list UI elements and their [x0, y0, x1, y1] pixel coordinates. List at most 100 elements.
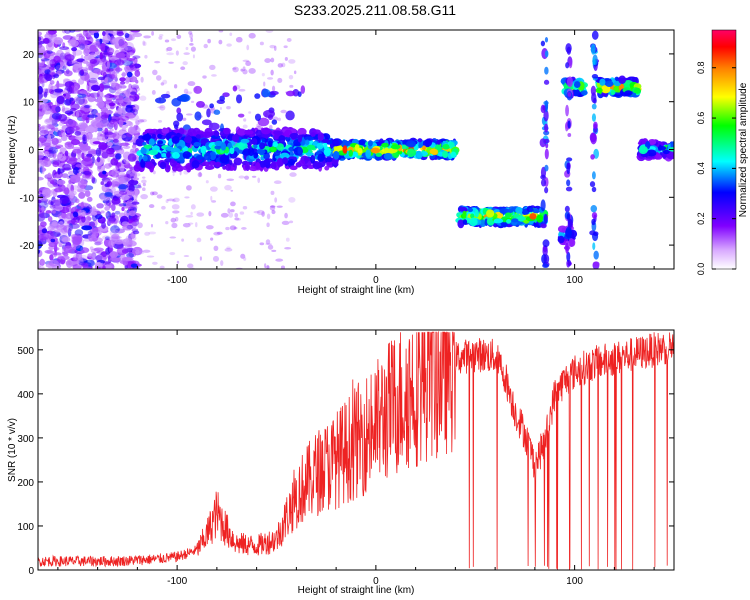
spectrogram-cell — [263, 109, 275, 118]
spectrogram-cell — [254, 93, 261, 99]
spectrogram-cell — [567, 259, 572, 267]
spectrogram-cell — [272, 141, 278, 147]
spectrogram-cell — [565, 104, 569, 117]
spectrogram-cell — [65, 260, 72, 266]
spectrogram-cell — [49, 254, 54, 261]
spectrogram-cell — [143, 35, 151, 39]
spectrogram-cell — [114, 59, 125, 66]
spectrogram-cell — [323, 147, 331, 157]
spectrogram-cell — [38, 67, 42, 74]
spectrogram-cell — [92, 141, 101, 145]
spectrogram-cell — [610, 89, 616, 95]
spectrogram-cell — [178, 127, 185, 135]
spectrogram-cell — [139, 250, 145, 255]
colorbar-ticks: 0.0 0.2 0.4 0.6 0.8 — [696, 61, 736, 275]
spectrogram-cell — [104, 206, 110, 211]
spectrogram-cell — [76, 188, 83, 193]
spectrogram-cell — [595, 87, 603, 94]
spectrogram-cell — [416, 152, 423, 158]
spectrogram-cell — [543, 254, 550, 264]
colorbar-gradient — [711, 29, 737, 270]
spectrogram-cell — [176, 260, 180, 264]
spectrogram-cell — [217, 173, 222, 179]
spectrogram-y-ticks: -20 -10 0 10 20 — [20, 50, 674, 252]
spectrogram-cell — [102, 265, 106, 269]
spectrogram-cell — [243, 118, 247, 122]
spectrogram-cell — [47, 30, 57, 35]
spectrogram-cell — [270, 57, 275, 63]
spectrogram-cell — [567, 92, 572, 97]
y-tick-label: 10 — [23, 98, 35, 109]
spectrogram-cell — [246, 44, 250, 51]
spectrogram-cell — [80, 246, 86, 253]
spectrogram-cell — [253, 144, 258, 149]
spectrogram-cell — [109, 229, 120, 238]
spectrogram-cell — [53, 249, 58, 258]
spectrogram-cell — [593, 250, 599, 260]
spectrogram-cell — [265, 243, 273, 246]
spectrogram-cell — [95, 147, 102, 157]
spectrogram-cell — [189, 42, 194, 46]
spectrogram-cell — [270, 161, 277, 170]
spectrogram-cell — [288, 59, 296, 64]
spectrogram-cell — [175, 50, 179, 56]
chart-title: S233.2025.211.08.58.G11 — [293, 2, 457, 18]
spectrogram-cell — [540, 178, 547, 187]
spectrogram-cell — [52, 169, 57, 179]
spectrogram-cell — [638, 145, 648, 155]
spectrogram-cell — [95, 103, 105, 107]
spectrogram-cell — [53, 229, 65, 233]
spectrogram-cell — [165, 48, 169, 52]
spectrogram-cell — [96, 90, 104, 99]
spectrogram-cell — [165, 133, 171, 141]
spectrogram-cell — [128, 210, 136, 217]
spectrogram-cell — [590, 85, 596, 96]
spectrogram-cell — [567, 218, 573, 228]
y-tick-label: 0 — [28, 566, 34, 577]
spectrogram-cell — [515, 216, 526, 222]
spectrogram-cell — [593, 121, 598, 130]
spectrogram-cell — [86, 92, 91, 98]
spectrogram-cell — [233, 157, 243, 166]
spectrogram-cell — [78, 191, 86, 199]
spectrogram-cell — [544, 123, 549, 133]
spectrogram-cell — [286, 38, 292, 42]
spectrogram-cell — [169, 251, 176, 256]
spectrogram-y-label: Frequency (Hz) — [7, 116, 18, 185]
spectrogram-cell — [38, 234, 47, 241]
spectrogram-cell — [106, 181, 111, 188]
spectrogram-cell — [159, 161, 167, 170]
spectrogram-cell — [49, 80, 55, 85]
spectrogram-cell — [287, 158, 296, 166]
y-tick-label: 200 — [17, 478, 34, 489]
spectrogram-cell — [540, 174, 546, 180]
spectrogram-cell — [85, 134, 90, 143]
spectrogram-cell — [82, 156, 92, 162]
spectrogram-cell — [50, 238, 56, 243]
spectrogram-cell — [171, 97, 182, 107]
spectrogram-cell — [81, 149, 87, 154]
spectrogram-cell — [141, 179, 147, 184]
spectrogram-cell — [271, 249, 277, 252]
spectrogram-cell — [282, 157, 289, 165]
spectrogram-cell — [199, 171, 202, 177]
spectrogram-cell — [93, 31, 100, 39]
spectrogram-cell — [566, 213, 571, 221]
spectrogram-cell — [457, 219, 465, 229]
spectrogram-cell — [131, 201, 140, 205]
spectrogram-cell — [38, 45, 46, 54]
spectrogram-cell — [100, 210, 105, 214]
spectrogram-cell — [137, 182, 141, 187]
spectrogram-cell — [375, 152, 382, 157]
spectrogram-cell — [62, 251, 66, 256]
spectrogram-cell — [219, 154, 230, 164]
spectrogram-cell — [126, 252, 134, 259]
spectrogram-cell — [69, 244, 81, 249]
spectrogram-cell — [38, 201, 49, 209]
spectrogram-cell — [242, 66, 246, 72]
spectrogram-cell — [84, 74, 90, 83]
spectrogram-cell — [257, 177, 261, 184]
spectrogram-cell — [87, 148, 98, 157]
spectrogram-cell — [321, 139, 331, 144]
